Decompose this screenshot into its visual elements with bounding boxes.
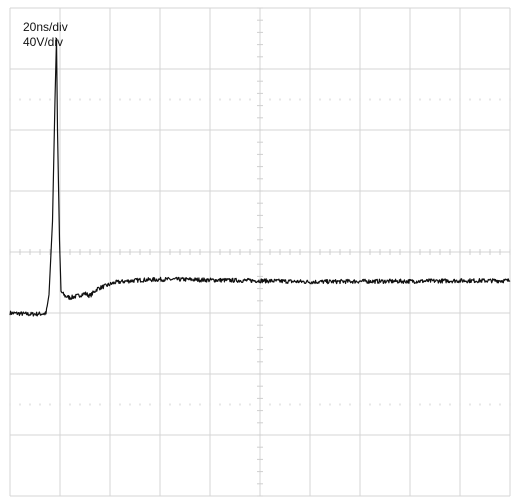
waveform-trace xyxy=(9,37,511,317)
time-scale-label: 20ns/div xyxy=(23,20,68,34)
center-ticks xyxy=(9,7,511,497)
voltage-scale-label: 40V/div xyxy=(23,35,63,49)
